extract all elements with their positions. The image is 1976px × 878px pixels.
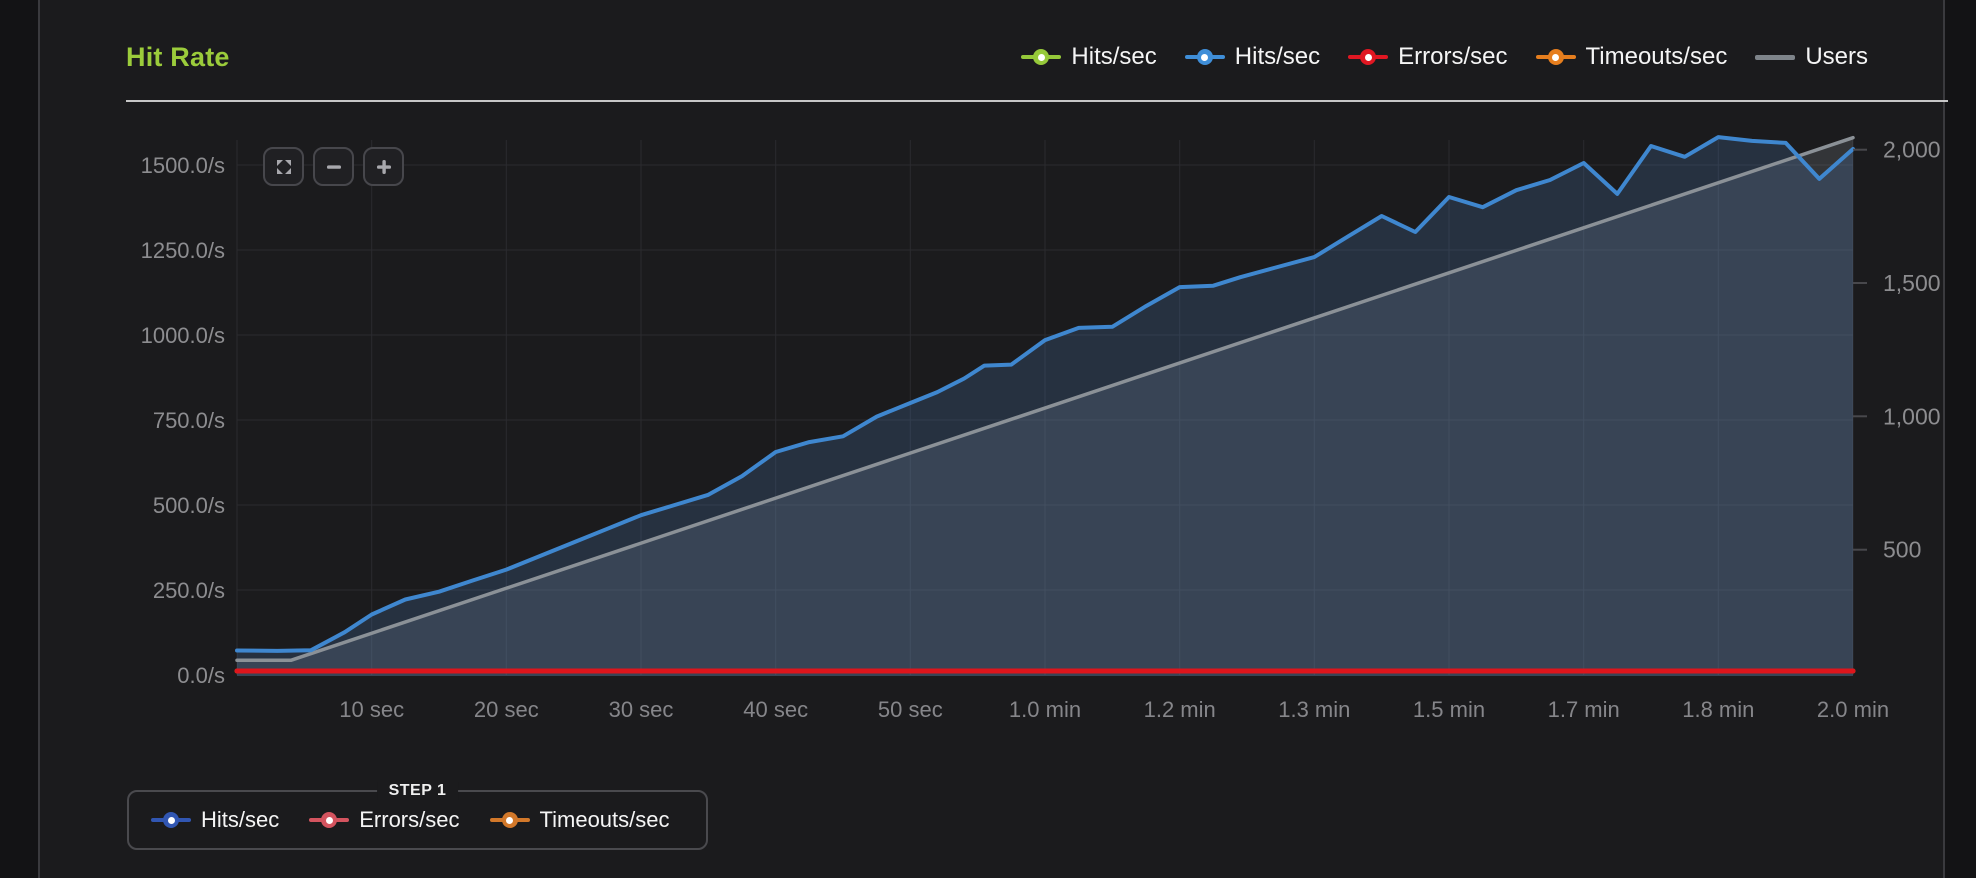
legend-marker-icon — [1184, 49, 1225, 65]
legend-dot-core — [1364, 53, 1372, 61]
series-line-hits-sec — [235, 135, 1855, 653]
right-axis-label: 1,500 — [1883, 270, 1941, 296]
step-legend-item-timeouts-sec[interactable]: Timeouts/sec — [489, 807, 670, 833]
x-axis-label: 10 sec — [339, 697, 404, 722]
top-legend-item-errors-sec[interactable]: Errors/sec — [1348, 43, 1508, 71]
dashboard-card: Hit Rate Hits/sec Hits/sec Errors/sec Timeo… — [38, 0, 1948, 878]
legend-dot-core — [1037, 53, 1045, 61]
legend-dot-icon — [321, 812, 338, 828]
legend-dot-core — [167, 816, 175, 824]
chart-zoom-toolbar — [263, 147, 404, 186]
legend-dot-icon — [1547, 49, 1564, 65]
top-legend-item-hits-sec[interactable]: Hits/sec — [1184, 43, 1321, 71]
x-axis-label: 2.0 min — [1817, 697, 1889, 722]
left-axis-label: 1000.0/s — [141, 323, 225, 348]
left-axis-label: 1250.0/s — [141, 238, 225, 263]
top-legend-item-hits-sec[interactable]: Hits/sec — [1021, 43, 1157, 71]
fit-screen-icon — [274, 157, 294, 177]
left-axis-label: 500.0/s — [153, 493, 225, 518]
legend-label: Errors/sec — [1398, 43, 1508, 70]
x-axis-label: 40 sec — [743, 697, 808, 722]
legend-dot-core — [1201, 53, 1209, 61]
right-axis-label: 1,000 — [1883, 403, 1941, 429]
x-axis-label: 1.7 min — [1548, 697, 1620, 722]
legend-label: Errors/sec — [359, 807, 460, 832]
legend-dot-icon — [163, 812, 179, 828]
left-axis-label: 0.0/s — [177, 663, 225, 688]
legend-dot-icon — [1196, 49, 1213, 65]
legend-label: Hits/sec — [1234, 43, 1321, 70]
legend-dot-core — [506, 816, 513, 824]
fit-screen-button[interactable] — [263, 147, 304, 186]
right-axis-label: 2,000 — [1883, 137, 1941, 163]
step-legend-title: STEP 1 — [376, 782, 459, 800]
legend-dot-icon — [501, 812, 518, 828]
legend-marker-icon — [1535, 49, 1576, 65]
legend-marker-icon — [489, 812, 530, 828]
left-axis-label: 1500.0/s — [141, 153, 225, 178]
x-axis-label: 30 sec — [609, 697, 674, 722]
x-axis-label: 1.8 min — [1682, 697, 1754, 722]
legend-label: Hits/sec — [201, 807, 280, 832]
top-legend-item-timeouts-sec[interactable]: Timeouts/sec — [1535, 43, 1728, 71]
legend-marker-icon — [309, 812, 350, 828]
left-axis-label: 750.0/s — [153, 408, 225, 433]
chart-plot-area[interactable] — [237, 140, 1853, 675]
zoom-out-icon — [324, 157, 344, 177]
legend-marker-icon — [1348, 49, 1389, 65]
legend-dot-icon — [1360, 49, 1377, 65]
top-legend-item-users[interactable]: Users — [1755, 43, 1868, 71]
zoom-in-button[interactable] — [363, 147, 404, 186]
x-axis-label: 20 sec — [474, 697, 539, 722]
legend-dot-core — [325, 816, 333, 824]
x-axis-label: 1.2 min — [1144, 697, 1216, 722]
right-axis-label: 500 — [1883, 537, 1921, 563]
hit-rate-chart: 0.0/s 250.0/s 500.0/s 750.0/s 1000.0/s 1250.0… — [141, 135, 1941, 722]
legend-label: Timeouts/sec — [1585, 43, 1728, 70]
legend-label: Users — [1805, 43, 1868, 70]
legend-label: Timeouts/sec — [539, 807, 670, 832]
top-legend: Hits/sec Hits/sec Errors/sec Timeouts/sec Us… — [1021, 42, 1868, 72]
series-area-users — [237, 137, 1853, 676]
step-legend-item-errors-sec[interactable]: Errors/sec — [309, 807, 460, 833]
header-divider — [126, 100, 1948, 102]
legend-label: Hits/sec — [1071, 43, 1157, 70]
legend-marker-icon — [151, 812, 191, 828]
zoom-in-icon — [374, 157, 394, 177]
series-line-users — [235, 135, 1855, 663]
zoom-out-button[interactable] — [313, 147, 354, 186]
x-axis-label: 1.5 min — [1413, 697, 1485, 722]
x-axis-label: 1.3 min — [1278, 697, 1350, 722]
legend-dot-icon — [1033, 49, 1050, 65]
legend-marker-icon — [1021, 49, 1062, 65]
step-legend-box: STEP 1 Hits/sec Errors/sec Timeouts/sec — [127, 782, 708, 850]
x-axis-label: 50 sec — [878, 697, 943, 722]
left-axis-label: 250.0/s — [153, 578, 225, 603]
legend-marker-icon — [1755, 54, 1796, 60]
legend-dot-core — [1552, 53, 1559, 61]
x-axis-label: 1.0 min — [1009, 697, 1081, 722]
step-legend-item-hits-sec[interactable]: Hits/sec — [151, 807, 279, 833]
page-title: Hit Rate — [126, 42, 230, 72]
